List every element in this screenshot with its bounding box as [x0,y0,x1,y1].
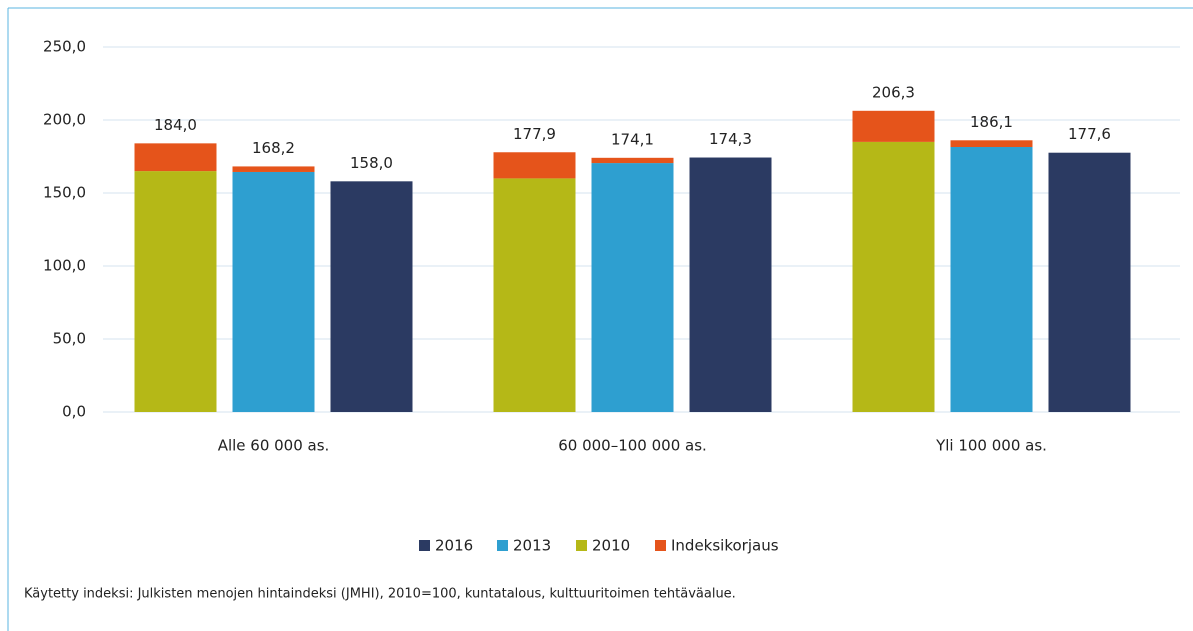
bar [950,147,1033,412]
y-tick-label: 0,0 [62,403,86,421]
data-label: 174,1 [611,130,654,148]
legend-swatch [497,540,508,551]
bar [232,171,315,412]
legend-swatch [419,540,430,551]
data-label: 177,6 [1068,125,1111,143]
correction-bar [232,166,315,172]
data-label: 177,9 [513,125,556,143]
bar [134,171,217,412]
legend-swatch [655,540,666,551]
data-label: 168,2 [252,139,295,157]
y-tick-label: 50,0 [53,330,86,348]
correction-bar [950,140,1033,148]
bar [689,157,772,412]
data-label: 186,1 [970,113,1013,131]
legend-label: Indeksikorjaus [671,537,779,555]
x-tick-label: Yli 100 000 as. [935,437,1047,455]
bar [1048,152,1131,413]
correction-bar [493,152,576,179]
y-tick-label: 200,0 [43,111,86,129]
x-tick-label: 60 000–100 000 as. [558,437,707,455]
data-label: 184,0 [154,116,197,134]
y-tick-label: 100,0 [43,257,86,275]
correction-bar [134,143,217,172]
bar [493,178,576,412]
x-tick-label: Alle 60 000 as. [218,437,330,455]
bar [852,141,935,412]
footnote: Käytetty indeksi: Julkisten menojen hint… [24,587,736,602]
correction-bar [852,110,935,142]
legend-label: 2016 [435,537,473,555]
bar [591,163,674,412]
bar [330,181,413,412]
data-label: 158,0 [350,154,393,172]
legend-label: 2013 [513,537,551,555]
correction-bar [591,157,674,164]
legend-swatch [576,540,587,551]
data-label: 206,3 [872,83,915,101]
data-label: 174,3 [709,130,752,148]
legend-label: 2010 [592,537,630,555]
y-tick-label: 250,0 [43,38,86,56]
y-tick-label: 150,0 [43,184,86,202]
